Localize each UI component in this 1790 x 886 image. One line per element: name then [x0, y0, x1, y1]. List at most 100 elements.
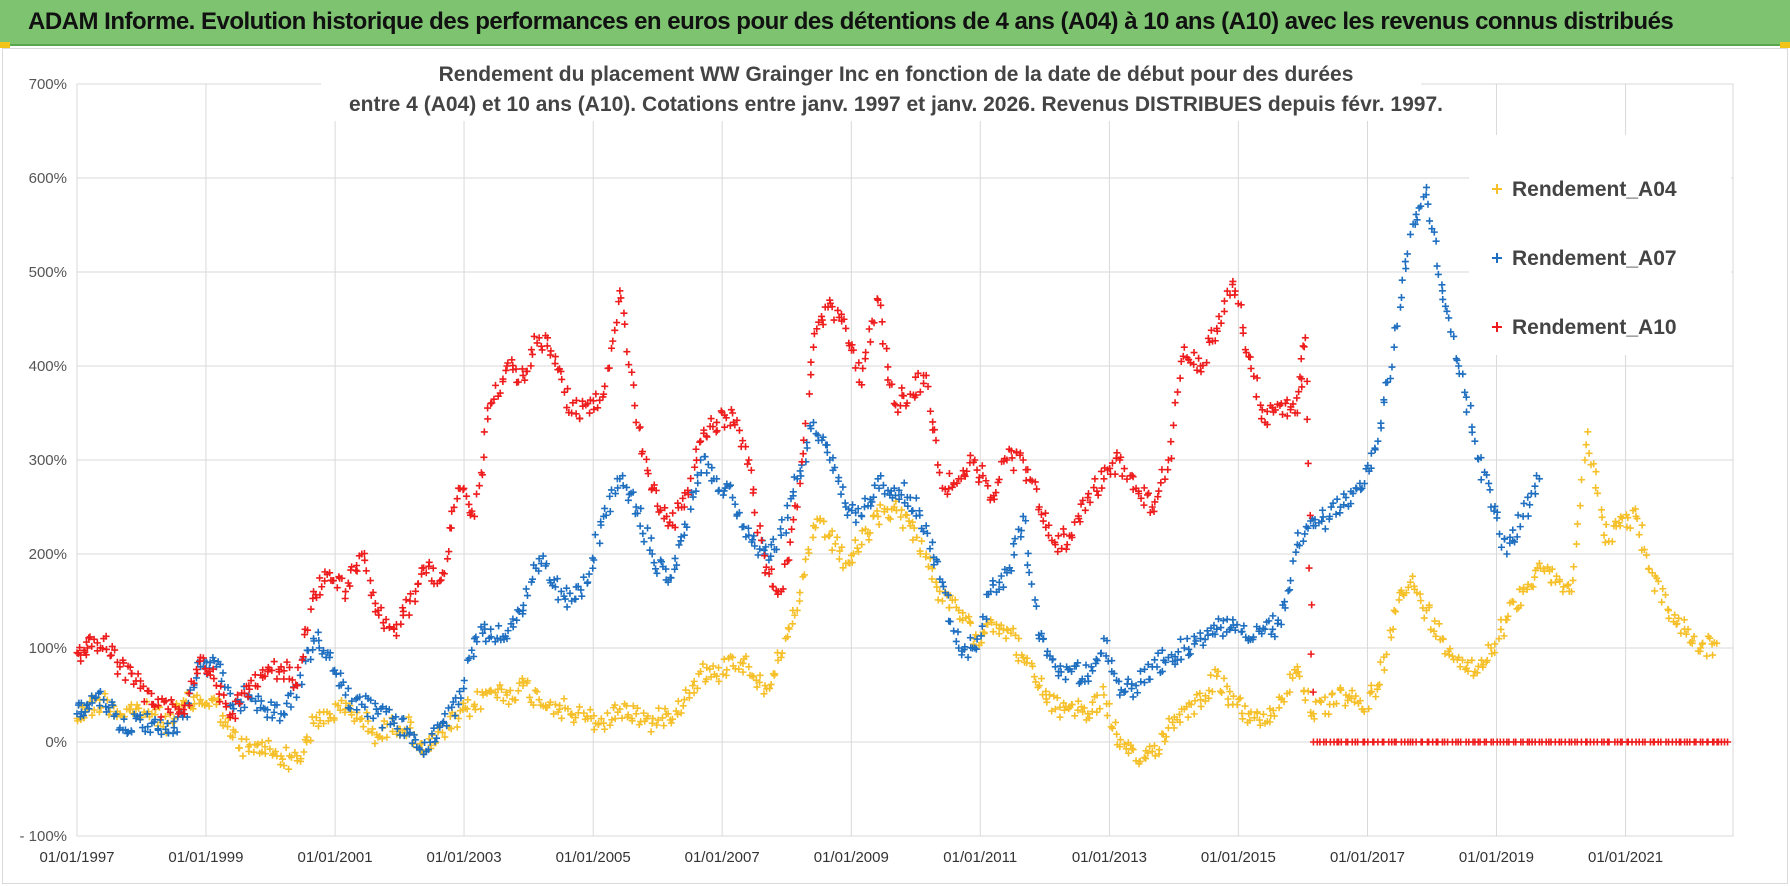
- data-point-fill: [85, 705, 93, 713]
- data-point-fill: [1269, 612, 1277, 620]
- data-point-fill: [901, 499, 909, 507]
- data-point-fill: [1411, 585, 1419, 593]
- data-point-fill: [1602, 520, 1610, 528]
- data-point-fill: [231, 728, 239, 736]
- data-point-fill: [1446, 645, 1454, 653]
- data-point-fill: [1491, 502, 1499, 510]
- data-point-fill: [1601, 538, 1609, 546]
- data-point-fill: [1626, 524, 1634, 532]
- data-point-fill: [978, 462, 986, 470]
- data-point-fill: [760, 690, 768, 698]
- data-point-fill: [762, 543, 770, 551]
- chart-title-line: Rendement du placement WW Grainger Inc e…: [439, 63, 1354, 86]
- data-point-fill: [79, 703, 87, 711]
- data-point-fill: [102, 632, 110, 640]
- data-point-fill: [1032, 602, 1040, 610]
- data-point-fill: [1028, 477, 1036, 485]
- data-point-fill: [563, 603, 571, 611]
- data-point-fill: [316, 591, 324, 599]
- data-point-fill: [1511, 538, 1519, 546]
- data-point-fill: [515, 607, 523, 615]
- data-point-fill: [1304, 459, 1312, 467]
- data-point-fill: [538, 346, 546, 354]
- data-point-fill: [1325, 710, 1333, 718]
- series-Rendement_A10: [73, 277, 1732, 746]
- data-point-fill: [1196, 689, 1204, 697]
- data-point-fill: [628, 715, 636, 723]
- data-point-fill: [1108, 724, 1116, 732]
- data-point-fill: [1186, 650, 1194, 658]
- data-point-fill: [114, 670, 122, 678]
- data-point-fill: [162, 697, 170, 705]
- data-point-fill: [465, 654, 473, 662]
- data-point-fill: [1286, 670, 1294, 678]
- data-point-fill: [966, 634, 974, 642]
- scatter-chart: Rendement du placement WW Grainger Inc e…: [19, 57, 1734, 866]
- data-point-fill: [631, 402, 639, 410]
- data-point-fill: [1459, 656, 1467, 664]
- data-point: [1019, 512, 1027, 520]
- data-point-fill: [193, 691, 201, 699]
- data-point-fill: [879, 481, 887, 489]
- data-point-fill: [784, 514, 792, 522]
- data-point-fill: [425, 558, 433, 566]
- data-point-fill: [439, 718, 447, 726]
- data-point-fill: [1520, 584, 1528, 592]
- data-point-fill: [1002, 634, 1010, 642]
- data-point-fill: [484, 404, 492, 412]
- data-point-fill: [601, 504, 609, 512]
- data-point-fill: [859, 364, 867, 372]
- data-point: [729, 653, 737, 661]
- data-point-fill: [682, 686, 690, 694]
- data-point-fill: [1573, 540, 1581, 548]
- data-point-fill: [1154, 649, 1162, 657]
- data-point-fill: [570, 718, 578, 726]
- data-point-fill: [1483, 656, 1491, 664]
- data-point-fill: [1089, 698, 1097, 706]
- data-point-fill: [1239, 324, 1247, 332]
- data-point-fill: [1690, 632, 1698, 640]
- data-point-fill: [1319, 513, 1327, 521]
- data-point-fill: [1284, 587, 1292, 595]
- data-point-fill: [740, 523, 748, 531]
- data-point-fill: [499, 697, 507, 705]
- data-point-fill: [945, 485, 953, 493]
- data-point-fill: [905, 517, 913, 525]
- data-point-fill: [1231, 626, 1239, 634]
- data-point-fill: [268, 714, 276, 722]
- data-point-fill: [984, 620, 992, 628]
- data-point-fill: [224, 723, 232, 731]
- data-point-fill: [1372, 693, 1380, 701]
- data-point-fill: [1624, 514, 1632, 522]
- data-point-fill: [1286, 688, 1294, 696]
- data-point-fill: [608, 344, 616, 352]
- data-point-fill: [397, 620, 405, 628]
- data-point-fill: [105, 704, 113, 712]
- data-point-fill: [1445, 651, 1453, 659]
- data-point-fill: [226, 690, 234, 698]
- data-point-fill: [1045, 531, 1053, 539]
- data-point-fill: [1383, 378, 1391, 386]
- data-point-fill: [1249, 633, 1257, 641]
- data-point-fill: [877, 301, 885, 309]
- data-point-fill: [851, 536, 859, 544]
- data-point-fill: [719, 491, 727, 499]
- data-point-fill: [216, 698, 224, 706]
- data-point-fill: [480, 453, 488, 461]
- y-tick-label: 300%: [29, 452, 67, 469]
- data-point-fill: [280, 762, 288, 770]
- data-point-fill: [337, 669, 345, 677]
- data-point-fill: [444, 555, 451, 563]
- data-point-fill: [834, 306, 842, 314]
- data-point-fill: [257, 697, 265, 705]
- data-point-fill: [1420, 614, 1428, 622]
- data-point-fill: [304, 647, 312, 655]
- data-point-fill: [1417, 202, 1425, 210]
- data-point-fill: [1048, 707, 1056, 715]
- data-point-fill: [1098, 484, 1106, 492]
- data-point: [777, 531, 785, 539]
- data-point-fill: [603, 709, 611, 717]
- data-point-fill: [560, 388, 568, 396]
- data-point-fill: [619, 472, 627, 480]
- data-point-fill: [1167, 454, 1175, 462]
